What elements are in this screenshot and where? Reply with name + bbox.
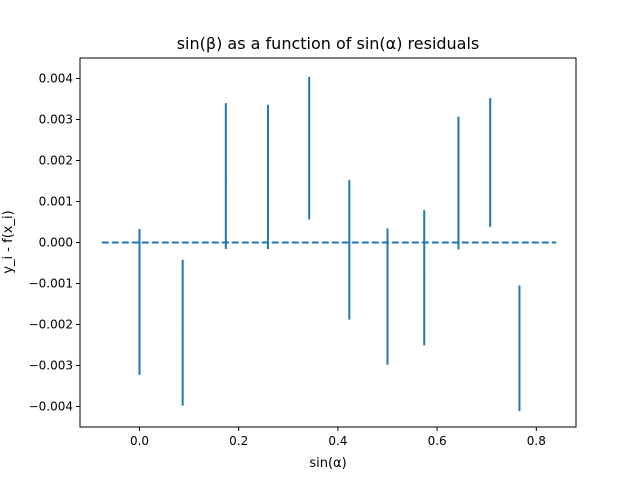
data-point (138, 300, 141, 303)
plot-layer (101, 76, 557, 412)
y-tick-label: 0.002 (39, 154, 73, 168)
y-tick-label: 0.001 (39, 195, 73, 209)
data-point (224, 175, 227, 178)
chart-title: sin(β) as a function of sin(α) residuals (177, 34, 480, 53)
y-tick-label: 0.000 (39, 236, 73, 250)
data-point (386, 295, 389, 298)
x-tick-label: 0.2 (229, 434, 248, 448)
x-tick-label: 0.6 (428, 434, 447, 448)
data-point (457, 182, 460, 185)
y-axis-label: y_i - f(x_i) (1, 210, 16, 273)
data-point (423, 276, 426, 279)
x-axis-label: sin(α) (309, 456, 346, 471)
y-tick-label: −0.003 (29, 359, 73, 373)
data-point (308, 147, 311, 150)
data-point (348, 248, 351, 251)
y-tick-label: −0.001 (29, 277, 73, 291)
y-tick-label: −0.004 (29, 400, 73, 414)
data-point (518, 347, 521, 350)
y-tick-label: 0.004 (39, 72, 73, 86)
x-tick-label: 0.8 (527, 434, 546, 448)
data-point (266, 175, 269, 178)
x-axis: 0.0 0.2 0.4 0.6 0.8 (130, 427, 546, 448)
y-tick-label: −0.002 (29, 318, 73, 332)
y-axis: −0.004 −0.003 −0.002 −0.001 0.000 0.001 0.002 0… (29, 72, 80, 414)
data-point (181, 331, 184, 334)
y-tick-label: 0.003 (39, 113, 73, 127)
x-tick-label: 0.0 (130, 434, 149, 448)
x-tick-label: 0.4 (328, 434, 347, 448)
data-point (489, 161, 492, 164)
